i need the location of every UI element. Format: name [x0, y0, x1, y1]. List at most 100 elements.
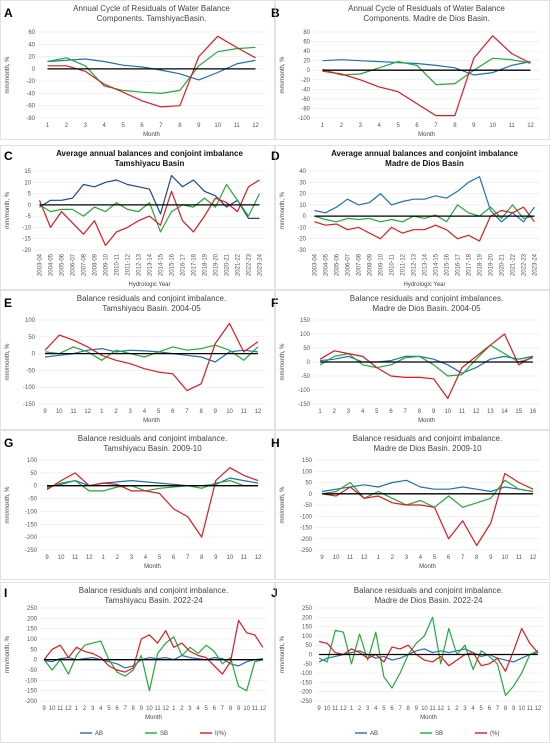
- series-line-darkblue: [39, 174, 260, 220]
- y-tick-label: 40: [299, 169, 306, 175]
- x-tick-label: 10: [214, 123, 221, 129]
- panel-frame: [0, 0, 275, 140]
- series-line-ab: [314, 176, 535, 223]
- series-line-imb: [322, 35, 531, 117]
- chart-title: Components. TamshiyacBasin.: [97, 14, 207, 23]
- chart-svg-a: Annual Cycle of Residuals of Water Balan…: [0, 0, 275, 140]
- x-tick-label: 9: [197, 123, 201, 129]
- x-tick-label: 9: [432, 409, 436, 415]
- x-tick-label: 13: [487, 409, 494, 415]
- y-tick-label: 50: [30, 471, 37, 477]
- series-line-ab: [322, 59, 531, 76]
- x-tick-label: 6: [488, 706, 492, 712]
- x-tick-label: 3: [130, 555, 134, 561]
- series-line-ab: [320, 355, 534, 374]
- x-tick-label: 7: [159, 123, 163, 129]
- x-tick-label: 12: [535, 706, 542, 712]
- y-axis-label: mm/month, %: [280, 191, 286, 229]
- x-tick-label: 11: [234, 123, 241, 129]
- y-tick-label: -150: [25, 689, 38, 695]
- x-tick-label: 4: [378, 123, 382, 129]
- x-tick-label: 11: [516, 555, 523, 561]
- chart-title: Tamshiyacu Basin. 2009-10: [103, 444, 202, 453]
- x-tick-label: 11: [252, 706, 259, 712]
- y-tick-label: 50: [28, 335, 35, 341]
- y-tick-label: -150: [300, 680, 313, 686]
- y-tick-label: 50: [30, 647, 37, 653]
- y-tick-label: 0: [307, 360, 311, 366]
- x-tick-label: 2: [114, 409, 118, 415]
- y-tick-label: 100: [25, 318, 36, 324]
- y-axis-label: mm/month, %: [280, 343, 286, 381]
- y-tick-label: -80: [26, 116, 35, 122]
- y-tick-label: 200: [27, 616, 38, 622]
- x-tick-label: 14: [501, 409, 508, 415]
- x-tick-label: 10: [227, 555, 234, 561]
- y-tick-label: 250: [302, 606, 313, 612]
- y-tick-label: 100: [300, 332, 311, 338]
- x-tick-label: 1: [447, 706, 451, 712]
- series-line-imb: [319, 333, 534, 400]
- x-tick-label: 12: [437, 706, 444, 712]
- y-tick-label: 15: [24, 169, 31, 175]
- y-tick-label: 80: [303, 30, 310, 36]
- chart-title: Balance residuals and conjoint imbalance…: [354, 586, 503, 595]
- series-line-sb: [318, 616, 539, 697]
- x-axis-label: Month: [143, 132, 160, 138]
- panel-letter: F: [271, 296, 279, 310]
- x-tick-label: 11: [429, 706, 436, 712]
- x-axis-label: Month: [144, 564, 161, 570]
- x-tick-label: 2: [358, 706, 362, 712]
- x-tick-label: 5: [433, 555, 437, 561]
- x-tick-label: 1: [350, 706, 354, 712]
- y-tick-label: -200: [300, 537, 313, 543]
- x-tick-label: 11: [241, 555, 248, 561]
- series-line-sb: [43, 636, 264, 692]
- x-tick-label: 2016-17: [456, 253, 462, 276]
- y-tick-label: 0: [307, 68, 311, 74]
- x-tick-label: 2012-13: [137, 253, 143, 276]
- x-tick-label: 6: [390, 706, 394, 712]
- series-line-imb: [46, 467, 259, 538]
- y-tick-label: -100: [25, 678, 38, 684]
- chart-title: Annual Cycle of Residuals of Water Balan…: [348, 4, 505, 13]
- y-tick-label: 0: [34, 484, 38, 490]
- x-tick-label: 5: [382, 706, 386, 712]
- chart-svg-b: Annual Cycle of Residuals of Water Balan…: [275, 0, 550, 140]
- x-tick-label: 5: [396, 123, 400, 129]
- x-tick-label: 2016-17: [181, 253, 187, 276]
- legend-label: I(%): [215, 731, 226, 737]
- x-tick-label: 1: [102, 555, 106, 561]
- x-tick-label: 2009-10: [379, 253, 385, 276]
- x-axis-label: Hydrologic Year: [403, 282, 445, 288]
- panel-frame: [0, 145, 275, 290]
- x-tick-label: 5: [375, 409, 379, 415]
- series-line-imb: [318, 627, 539, 672]
- x-tick-label: 2017-18: [192, 253, 198, 276]
- y-tick-label: 10: [299, 203, 306, 209]
- x-tick-label: 3: [405, 555, 409, 561]
- x-tick-label: 12: [255, 555, 262, 561]
- legend-label: (%): [490, 731, 499, 737]
- y-tick-label: -200: [25, 535, 38, 541]
- y-tick-label: -150: [23, 402, 36, 408]
- x-tick-label: 11: [241, 409, 248, 415]
- x-tick-label: 7: [398, 706, 402, 712]
- x-tick-label: 11: [527, 706, 534, 712]
- series-line-ab: [46, 477, 259, 488]
- y-tick-label: -100: [300, 514, 313, 520]
- y-tick-label: -50: [28, 668, 37, 674]
- chart-title: Madre de Dios Basin. 2004-05: [372, 304, 481, 313]
- y-tick-label: -80: [301, 106, 310, 112]
- series-line-sb: [47, 46, 256, 95]
- x-tick-label: 4: [143, 409, 147, 415]
- x-tick-label: 6: [213, 706, 217, 712]
- x-tick-label: 8: [475, 555, 479, 561]
- x-tick-label: 12: [260, 706, 267, 712]
- x-tick-label: 9: [140, 706, 144, 712]
- chart-title: Balance residuals and conjoint imbalance…: [79, 586, 228, 595]
- x-tick-label: 4: [99, 706, 103, 712]
- y-tick-label: 60: [28, 30, 35, 36]
- y-axis-label: mm/month, %: [5, 343, 11, 381]
- chart-panel-j: J Balance residuals and conjoint imbalan…: [271, 582, 550, 743]
